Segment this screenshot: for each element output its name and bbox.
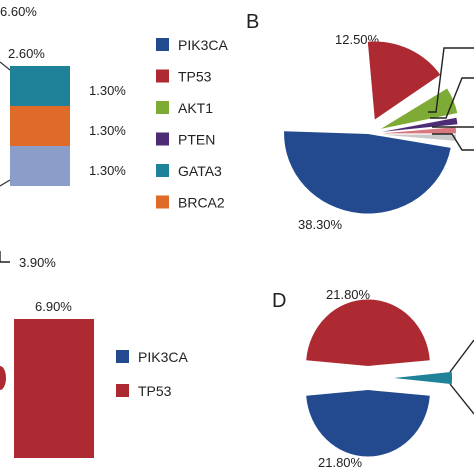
panel-letter-b: B: [246, 11, 259, 33]
legend-c-swatch-pik3ca: [116, 350, 129, 363]
legend-c-label-tp53: TP53: [138, 383, 172, 399]
leader-line: [432, 133, 474, 151]
bar-a-segment-other: [10, 146, 70, 186]
legend-a-label-tp53: TP53: [178, 69, 212, 85]
legend-c-swatch-tp53: [116, 384, 129, 397]
legend-a-swatch-gata3: [156, 164, 169, 177]
panel-a: 6.60% 2.60% 1.30% 1.30% 1.30%: [0, 4, 126, 187]
panel-d: D 21.80% 21.80%: [272, 287, 474, 470]
legend-c: PIK3CA TP53: [116, 349, 188, 399]
legend-a-label-akt1: AKT1: [178, 100, 213, 116]
pie-d-slice-tp53: [306, 299, 430, 366]
panel-b: B 12.50% 38.30%: [246, 11, 474, 232]
legend-a-swatch-akt1: [156, 101, 169, 114]
legend-a-swatch-tp53: [156, 69, 169, 83]
pie-d-slice-other: [394, 371, 453, 385]
bar-a-segment-label-gata3: 2.60%: [8, 46, 45, 61]
legend-a-swatch-brca2: [156, 195, 169, 209]
leader-line: [430, 77, 474, 119]
pie-c-fragment: [0, 366, 6, 390]
pie-b-slice-other: [382, 134, 456, 141]
connector-line: [0, 179, 11, 187]
legend-a-swatch-pik3ca: [156, 38, 169, 51]
pie-b-slice-tp53: [367, 41, 441, 120]
legend-a: PIK3CA TP53 AKT1 PTEN GATA3 BRCA2: [156, 37, 228, 211]
bar-a-side-label: 1.30%: [89, 123, 126, 138]
pie-b-label-pik3ca: 38.30%: [298, 217, 343, 232]
connector-line: [0, 61, 11, 71]
bar-a-top-label: 6.60%: [0, 4, 37, 19]
legend-a-label-pik3ca: PIK3CA: [178, 37, 228, 53]
legend-c-label-pik3ca: PIK3CA: [138, 349, 188, 365]
legend-a-label-pten: PTEN: [178, 132, 215, 148]
pie-d-label-pik3ca: 21.80%: [318, 455, 363, 470]
leader-line: [449, 339, 474, 373]
pie-d-slice-pik3ca: [306, 390, 430, 457]
bar-a-side-label: 1.30%: [89, 83, 126, 98]
bar-a-segment-brca2: [10, 106, 70, 146]
leader-line: [428, 47, 474, 113]
bar-a-segment-gata3: [10, 66, 70, 106]
legend-a-label-brca2: BRCA2: [178, 195, 225, 211]
panel-c: 3.90% 6.90%: [0, 251, 94, 458]
leader-line: [449, 383, 474, 415]
pie-b-slice-pik3ca: [284, 131, 451, 214]
connector-line: [0, 251, 10, 263]
bar-a-side-label: 1.30%: [89, 163, 126, 178]
pie-d-label-tp53: 21.80%: [326, 287, 371, 302]
pie-b-slice-pten: [381, 117, 458, 132]
legend-a-swatch-pten: [156, 132, 169, 146]
bar-c-label-tp53: 6.90%: [35, 299, 72, 314]
panel-letter-d: D: [272, 290, 286, 312]
bar-c-top-label: 3.90%: [19, 255, 56, 270]
pie-b-slice-other: [382, 127, 456, 134]
bar-c-tp53: [14, 319, 94, 458]
legend-a-label-gata3: GATA3: [178, 163, 222, 179]
